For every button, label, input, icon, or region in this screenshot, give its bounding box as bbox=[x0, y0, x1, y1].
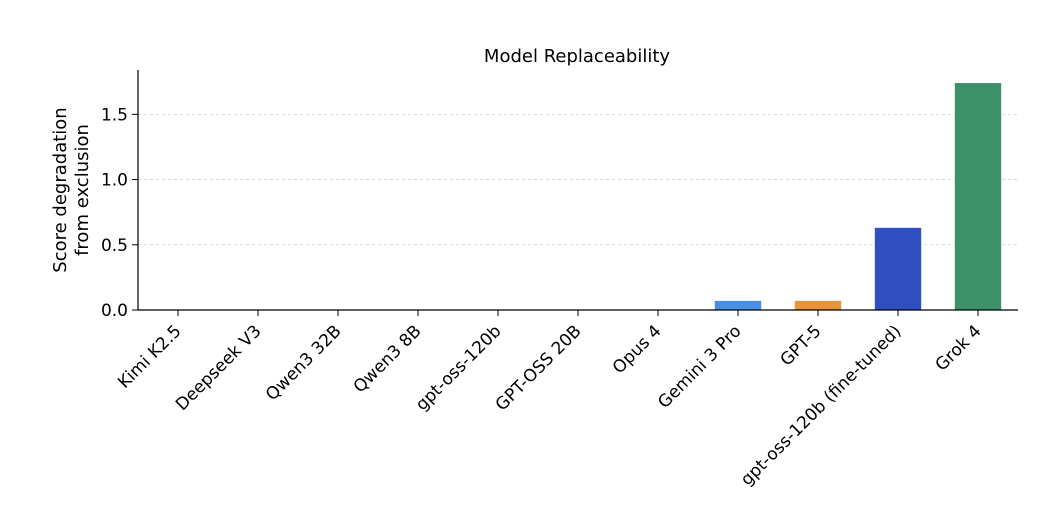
bar bbox=[714, 300, 762, 310]
y-axis-label-line-2: from exclusion bbox=[72, 124, 93, 256]
x-tick-label: Kimi K2.5 bbox=[114, 321, 185, 392]
y-axis-label-line-1: Score degradation bbox=[50, 107, 71, 272]
bars bbox=[714, 83, 1002, 310]
y-tick-label: 1.5 bbox=[101, 105, 128, 125]
y-tick-label: 1.0 bbox=[101, 171, 128, 191]
y-ticks: 0.0 0.5 1.0 1.5 bbox=[101, 105, 138, 321]
x-tick-label: gpt-oss-120b (fine-tuned) bbox=[737, 321, 906, 490]
bar bbox=[794, 300, 842, 310]
x-tick-label: Gemini 3 Pro bbox=[654, 321, 745, 412]
x-tick-label: Opus 4 bbox=[609, 321, 666, 378]
x-tick-label: GPT-OSS 20B bbox=[492, 321, 586, 415]
y-tick-label: 0.5 bbox=[101, 236, 128, 256]
y-tick-label: 0.0 bbox=[101, 301, 128, 321]
x-tick-label: GPT-5 bbox=[777, 321, 826, 370]
x-tick-label: Grok 4 bbox=[932, 321, 986, 375]
x-tick-label: Deepseek V3 bbox=[172, 321, 266, 415]
y-axis-label: Score degradation from exclusion bbox=[50, 107, 93, 272]
x-tick-label: Qwen3 8B bbox=[350, 321, 426, 397]
bar bbox=[954, 83, 1002, 310]
x-tick-label: Qwen3 32B bbox=[262, 321, 345, 404]
bar bbox=[874, 227, 922, 310]
gridlines bbox=[138, 113, 1018, 246]
chart-title: Model Replaceability bbox=[484, 46, 670, 67]
